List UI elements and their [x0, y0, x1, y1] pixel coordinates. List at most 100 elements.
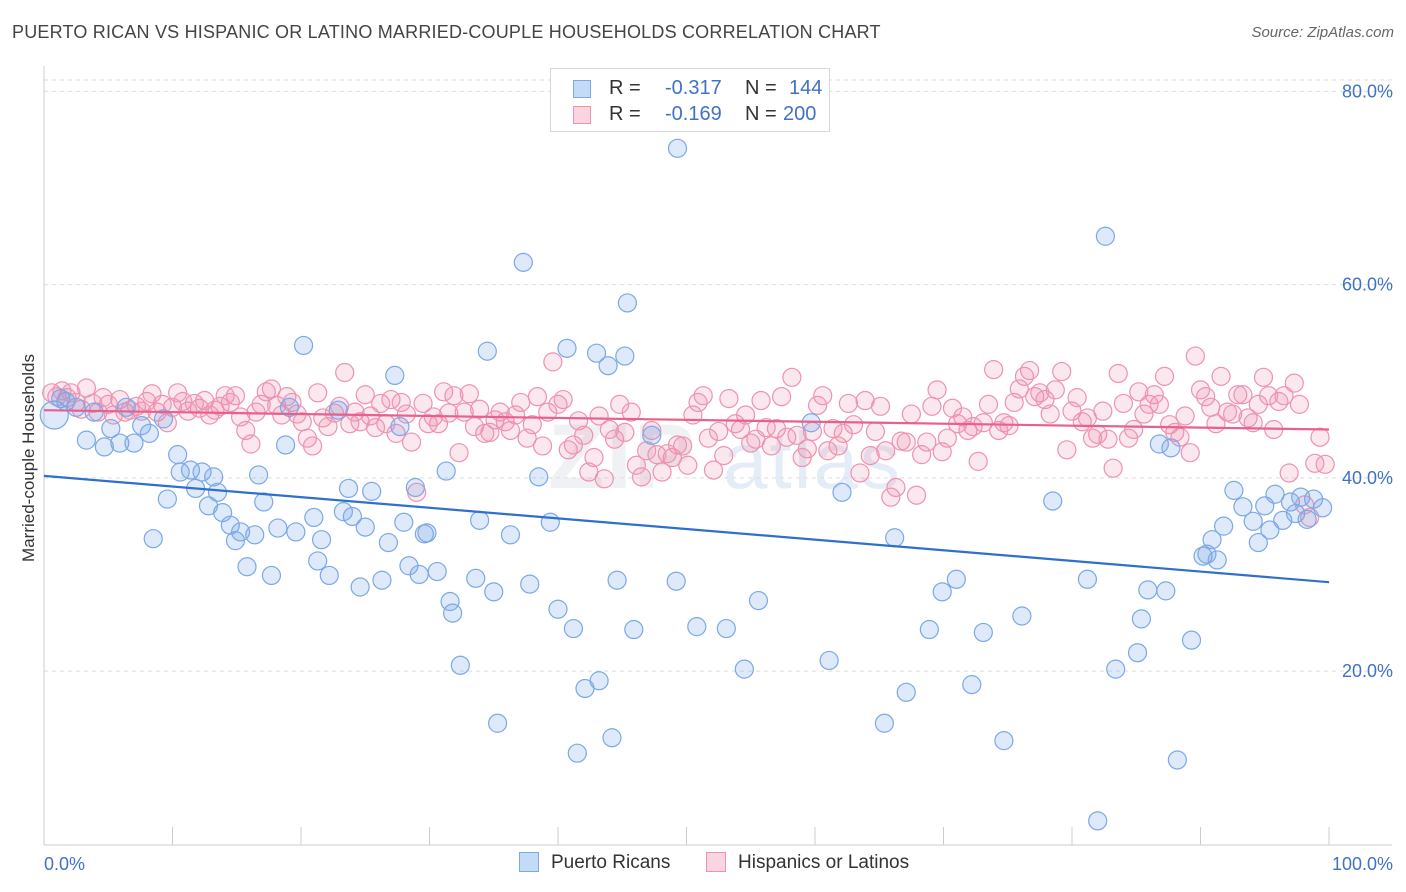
hispanic-point — [927, 380, 947, 400]
puerto-rican-point — [110, 433, 130, 453]
puerto-rican-point — [885, 528, 905, 548]
hispanic-point — [1014, 366, 1035, 386]
puerto-rican-point — [338, 478, 359, 499]
hispanic-point — [434, 382, 454, 402]
watermark-zip: ZIP — [548, 406, 696, 508]
hispanic-point — [1274, 386, 1294, 406]
hispanic-point — [470, 399, 490, 419]
puerto-rican-point — [1131, 609, 1151, 629]
hispanic-point — [439, 403, 459, 423]
puerto-rican-point — [116, 397, 136, 417]
puerto-rican-point — [1167, 750, 1187, 770]
hispanic-point — [756, 417, 776, 438]
stats-r-label: R = — [609, 103, 641, 125]
puerto-rican-point — [973, 622, 993, 643]
hispanic-point — [850, 463, 870, 483]
y-tick-label: 60.0% — [1342, 275, 1393, 295]
hispanic-point — [543, 352, 563, 372]
hispanic-point — [797, 439, 817, 459]
puerto-rican-point — [548, 599, 568, 619]
puerto-rican-point — [372, 570, 392, 590]
puerto-rican-point — [1280, 492, 1301, 512]
puerto-rican-point — [94, 437, 114, 457]
puerto-rican-point — [716, 618, 736, 639]
puerto-rican-point — [390, 417, 410, 437]
puerto-rican-point — [1043, 491, 1063, 511]
hispanic-point — [621, 402, 641, 422]
hispanic-point — [751, 390, 771, 411]
stats-r-value: -0.169 — [665, 103, 722, 125]
puerto-rican-point — [896, 682, 916, 702]
puerto-rican-point — [417, 523, 437, 543]
puerto-rican-point — [1197, 544, 1217, 564]
legend-label: Puerto Ricans — [551, 852, 671, 873]
hispanic-point — [741, 433, 761, 453]
hispanic-point — [787, 425, 807, 445]
puerto-rican-point — [466, 568, 486, 588]
puerto-rican-point — [268, 518, 288, 538]
puerto-rican-point — [333, 502, 354, 522]
hispanic-point — [673, 436, 693, 456]
hispanic-point — [205, 400, 225, 420]
hispanic-point — [563, 435, 584, 455]
hispanic-point — [912, 445, 932, 465]
puerto-rican-point — [409, 564, 429, 585]
stats-box: R = -0.317 N = 144 R = -0.169 N = 200 — [550, 68, 830, 132]
puerto-rican-point — [589, 671, 609, 691]
puerto-rican-point — [748, 590, 769, 611]
hispanic-point — [1211, 366, 1231, 386]
hispanic-point — [308, 383, 328, 403]
hispanic-point — [886, 477, 906, 498]
stats-n-value: 200 — [783, 103, 817, 125]
puerto-rican-point — [279, 397, 300, 417]
hispanic-point — [968, 451, 988, 471]
hispanic-point — [994, 413, 1014, 433]
hispanic-point — [1180, 443, 1200, 463]
hispanic-point — [522, 415, 542, 435]
puerto-rican-point — [874, 713, 894, 733]
hispanic-point — [292, 412, 312, 432]
puerto-rican-point — [602, 728, 622, 748]
hispanic-point — [1035, 389, 1055, 410]
hispanic-point — [444, 386, 464, 406]
puerto-rican-point — [586, 343, 607, 363]
puerto-rican-point — [617, 293, 637, 313]
trend-layer — [43, 409, 1330, 584]
hispanic-point — [937, 428, 957, 448]
hispanic-point — [1175, 406, 1195, 426]
stats-n-label: N = — [745, 103, 777, 125]
hispanic-point — [709, 421, 729, 442]
legend-label: Hispanics or Latinos — [738, 852, 910, 873]
hispanic-point — [771, 387, 792, 407]
points-layer — [39, 138, 1335, 831]
puerto-rican-point — [385, 365, 405, 386]
hispanic-point — [703, 460, 724, 480]
y-tick-label: 40.0% — [1342, 468, 1393, 488]
puerto-rican-point — [484, 582, 504, 602]
puerto-rican-point — [293, 335, 314, 356]
hispanic-point — [302, 436, 323, 456]
hispanic-point — [838, 393, 859, 414]
hispanic-point — [631, 467, 652, 487]
hispanic-point — [272, 405, 292, 425]
puerto-rican-point — [328, 400, 348, 420]
hispanic-point — [371, 393, 391, 414]
puerto-rican-point — [237, 557, 257, 577]
puerto-rican-point — [540, 512, 560, 532]
puerto-rican-point — [1181, 630, 1202, 650]
hispanic-point — [1057, 440, 1077, 460]
puerto-rican-point — [405, 477, 425, 498]
hispanic-point — [1284, 373, 1304, 393]
puerto-rican-point — [1077, 569, 1098, 589]
puerto-rican-point — [1149, 434, 1169, 454]
puerto-rican-point — [557, 338, 577, 358]
hispanic-point — [1052, 361, 1072, 382]
source-label: Source: ZipAtlas.com — [1251, 24, 1394, 41]
hispanic-point — [1279, 463, 1299, 483]
puerto-rican-point — [362, 481, 382, 501]
puerto-rican-point — [666, 571, 686, 591]
hispanic-point — [642, 420, 662, 441]
y-tick-label: 80.0% — [1342, 81, 1393, 101]
hispanic-trendline — [43, 409, 1330, 431]
